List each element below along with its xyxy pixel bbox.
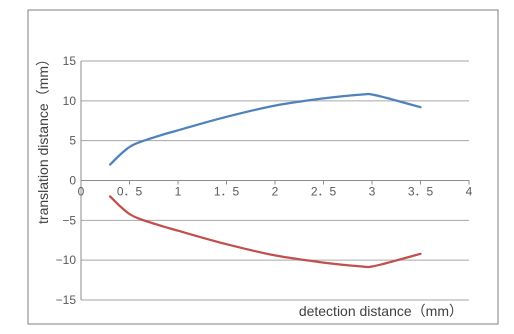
y-tick-label: −15 xyxy=(56,293,77,307)
y-tick-label: 15 xyxy=(63,54,77,68)
x-tick-label: 0 xyxy=(78,185,85,199)
x-axis-title: detection distance（mm） xyxy=(299,303,463,319)
axis-layer xyxy=(80,61,470,300)
y-tick-label: −10 xyxy=(56,253,77,267)
x-tick-label: 2 xyxy=(272,185,279,199)
y-tick-label: 0 xyxy=(69,174,76,188)
lower-series-line xyxy=(108,195,422,269)
y-tick-label: −5 xyxy=(62,213,76,227)
x-tick-label: 4 xyxy=(466,185,473,199)
x-tick-label: 3 xyxy=(369,185,376,199)
upper-series-line xyxy=(108,92,422,166)
y-tick-label: 5 xyxy=(69,134,76,148)
y-tick-label: 10 xyxy=(63,94,77,108)
x-tick-label: 2．5 xyxy=(311,185,337,199)
y-axis-title: translation distance（mm） xyxy=(35,52,51,224)
series-layer xyxy=(108,92,422,269)
x-tick-label: 0．5 xyxy=(117,185,143,199)
x-tick-label: 1．5 xyxy=(214,185,240,199)
x-tick-label: 3．5 xyxy=(408,185,434,199)
chart-border xyxy=(27,9,499,325)
x-tick-label: 1 xyxy=(175,185,182,199)
